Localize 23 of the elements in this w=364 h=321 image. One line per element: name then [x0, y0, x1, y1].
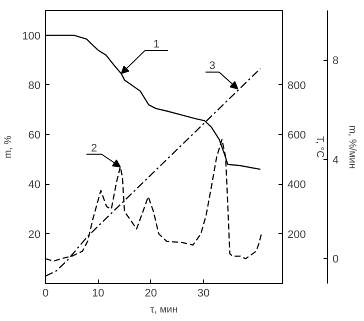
y-tick-label: 80 — [28, 80, 41, 92]
y2-tick-label: 200 — [288, 228, 306, 241]
y2-tick-label: 400 — [288, 179, 306, 192]
x-tick-label: 10 — [92, 288, 104, 300]
x-axis-title: τ, мин — [150, 304, 178, 316]
y3-tick-label: 8 — [332, 55, 339, 68]
x-tick-label: 0 — [42, 288, 49, 300]
x-tick-label: 20 — [144, 288, 157, 300]
y-axis-title: m, % — [3, 136, 14, 158]
y2-tick-label: 800 — [288, 80, 306, 92]
y-tick-label: 20 — [28, 228, 41, 241]
y-tick-label: 100 — [22, 30, 41, 42]
annotation: 3 — [209, 60, 216, 72]
y3-tick-label: 0 — [332, 254, 339, 266]
annotation: 2 — [90, 142, 98, 154]
y-tick-label: 60 — [28, 130, 41, 142]
y-tick-label: 40 — [28, 179, 41, 192]
y2-axis-title: T, °C — [314, 136, 325, 158]
y3-axis-title: m, %/мин — [346, 125, 358, 169]
x-tick-label: 30 — [197, 288, 210, 300]
annotation: 1 — [153, 38, 160, 50]
y2-tick-label: 600 — [288, 130, 306, 142]
y3-tick-label: 4 — [332, 154, 339, 166]
